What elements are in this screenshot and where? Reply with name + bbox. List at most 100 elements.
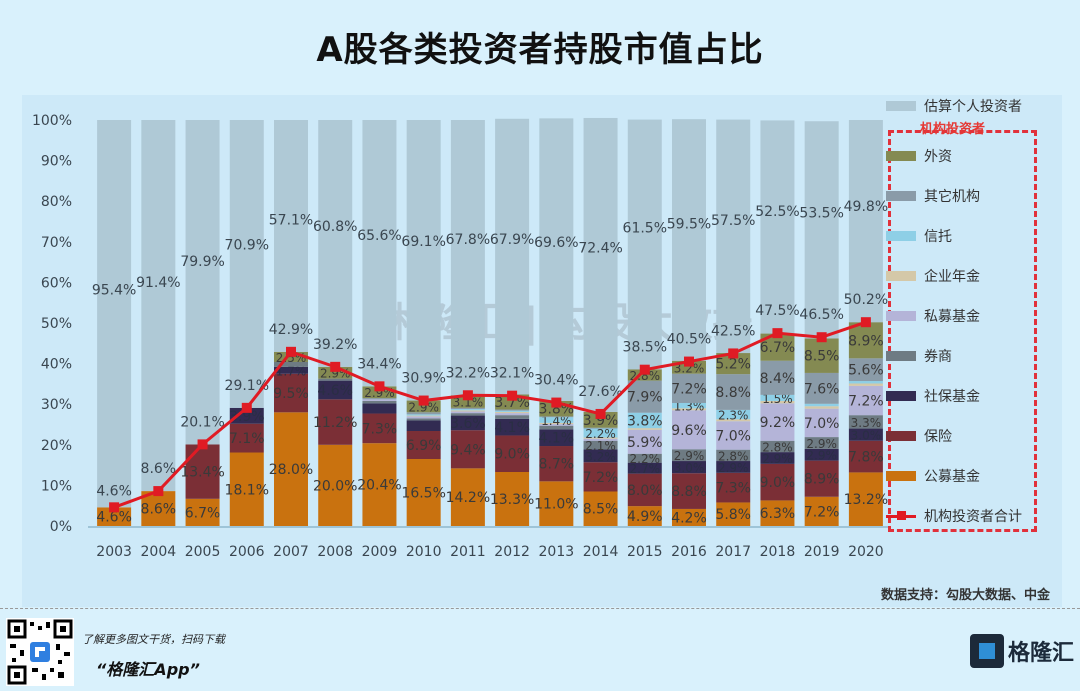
data-label-individual: 67.8% (446, 232, 490, 248)
x-tick-label: 2016 (671, 544, 707, 560)
bar-segment-other_inst (804, 372, 839, 404)
data-label-social_security: 2.9% (718, 461, 749, 475)
data-label-individual: 69.1% (401, 234, 445, 250)
data-label-foreign: 3.2% (674, 361, 705, 375)
bar-segment-public_fund (495, 472, 530, 526)
data-label-total: 39.2% (313, 337, 357, 353)
y-tick-label: 30% (41, 397, 72, 413)
data-label-insurance: 7.2% (583, 470, 619, 486)
legend-label: 保险 (924, 429, 952, 445)
data-label-public_fund: 4.2% (671, 510, 707, 526)
x-tick-label: 2007 (273, 544, 309, 560)
footer-app-name[interactable]: “格隆汇App” (96, 660, 200, 679)
bar-segment-individual (848, 120, 883, 323)
bar-segment-social_security (539, 429, 574, 447)
bar-segment-private_fund (627, 429, 662, 454)
qr-code[interactable] (6, 618, 74, 686)
data-label-social_security: 3.6% (450, 416, 486, 432)
data-label-individual: 72.4% (578, 240, 622, 256)
legend-label: 私募基金 (924, 309, 980, 325)
bar-segment-trust (760, 394, 795, 401)
data-label-social_security: 4.6% (317, 383, 353, 399)
bar-segment-private_fund (716, 421, 751, 450)
bar-segment-trust (406, 414, 441, 416)
bar-segment-insurance (672, 473, 706, 509)
data-label-insurance: 9.5% (273, 386, 309, 402)
x-tick-label: 2005 (185, 544, 221, 560)
legend-group-title: 机构投资者 (920, 122, 986, 137)
legend-swatch-icon (886, 191, 916, 201)
legend-item-private_fund: 私募基金 (862, 306, 980, 326)
data-label-total: 30.9% (401, 371, 445, 387)
bar-segment-social_security (274, 366, 308, 374)
bar-segment-public_fund (672, 508, 706, 526)
data-label-public_fund: 20.4% (357, 478, 401, 494)
data-label-foreign: 8.9% (848, 333, 884, 349)
bar-segment-individual (539, 118, 574, 401)
data-label-foreign: 2.8% (630, 369, 661, 383)
x-tick-label: 2009 (362, 544, 398, 560)
x-tick-label: 2017 (715, 544, 751, 560)
data-label-insurance: 9.4% (450, 442, 486, 458)
legend-item-trust: 信托 (862, 226, 952, 246)
bar-segment-insurance (804, 460, 839, 497)
data-label-total: 38.5% (623, 340, 667, 356)
bar-segment-public_fund (716, 502, 751, 526)
data-label-total: 50.2% (844, 292, 888, 308)
legend-label: 估算个人投资者 (924, 99, 1022, 115)
legend-swatch-icon (886, 471, 916, 481)
data-label-total: 40.5% (667, 332, 711, 348)
bar-segment-broker (804, 437, 839, 449)
data-label-social_security: 2.9% (762, 452, 793, 466)
data-label-insurance: 7.3% (362, 421, 398, 437)
footer-divider (0, 608, 1080, 609)
data-label-total: 32.2% (446, 365, 490, 381)
data-label-total: 34.4% (357, 356, 401, 372)
bar-segment-private_fund (406, 416, 441, 419)
data-label-individual: 59.5% (667, 217, 711, 233)
bar-segment-individual (495, 118, 530, 395)
bar-segment-annuity (848, 383, 883, 386)
total-line-marker (241, 402, 252, 413)
data-label-public_fund: 14.2% (446, 490, 490, 506)
bar-segment-individual (318, 120, 353, 367)
data-label-individual: 49.8% (844, 199, 888, 215)
x-tick-label: 2008 (317, 544, 353, 560)
legend-label: 其它机构 (924, 189, 980, 205)
bar-segment-private_fund (848, 385, 883, 416)
bar-segment-social_security (406, 420, 441, 431)
data-label-private_fund: 7.0% (804, 416, 840, 432)
y-tick-label: 50% (41, 316, 72, 332)
bar-segment-public_fund (274, 412, 308, 526)
bar-segment-annuity (716, 419, 751, 422)
data-label-public_fund: 8.6% (141, 502, 177, 518)
footer-promo-text: 了解更多图文干货，扫码下载 (82, 633, 225, 646)
bar-segment-insurance (539, 446, 574, 482)
data-label-social_security: 3.2% (585, 450, 616, 464)
y-tick-label: 60% (41, 275, 72, 291)
data-label-insurance: 7.3% (715, 481, 751, 497)
bar-segment-trust (583, 428, 618, 438)
total-line-marker (462, 390, 473, 401)
y-tick-label: 20% (41, 438, 72, 454)
bar-segment-broker (716, 449, 751, 462)
total-line-marker (153, 486, 164, 497)
logo-text: 格隆汇 (1008, 641, 1075, 666)
bar-segment-social_security (583, 449, 618, 463)
data-label-private_fund: 9.2% (760, 415, 796, 431)
data-label-total: 27.6% (578, 384, 622, 400)
total-line (113, 320, 867, 509)
data-label-private_fund: 7.0% (715, 428, 751, 444)
legend-item-foreign: 外资 (862, 146, 952, 166)
data-label-broker: 3.3% (851, 416, 882, 430)
data-label-total: 8.6% (141, 461, 177, 477)
data-label-social_security: 4.1% (539, 431, 575, 447)
bar-segment-trust (716, 409, 751, 420)
bar-segment-public_fund (583, 491, 618, 526)
bar-segment-broker (627, 453, 662, 463)
bar-segment-other_inst (672, 373, 706, 403)
data-label-trust: 2.3% (718, 409, 749, 423)
data-label-public_fund: 18.1% (225, 482, 269, 498)
y-tick-label: 90% (41, 154, 72, 170)
bar-segment-social_security (362, 403, 397, 414)
